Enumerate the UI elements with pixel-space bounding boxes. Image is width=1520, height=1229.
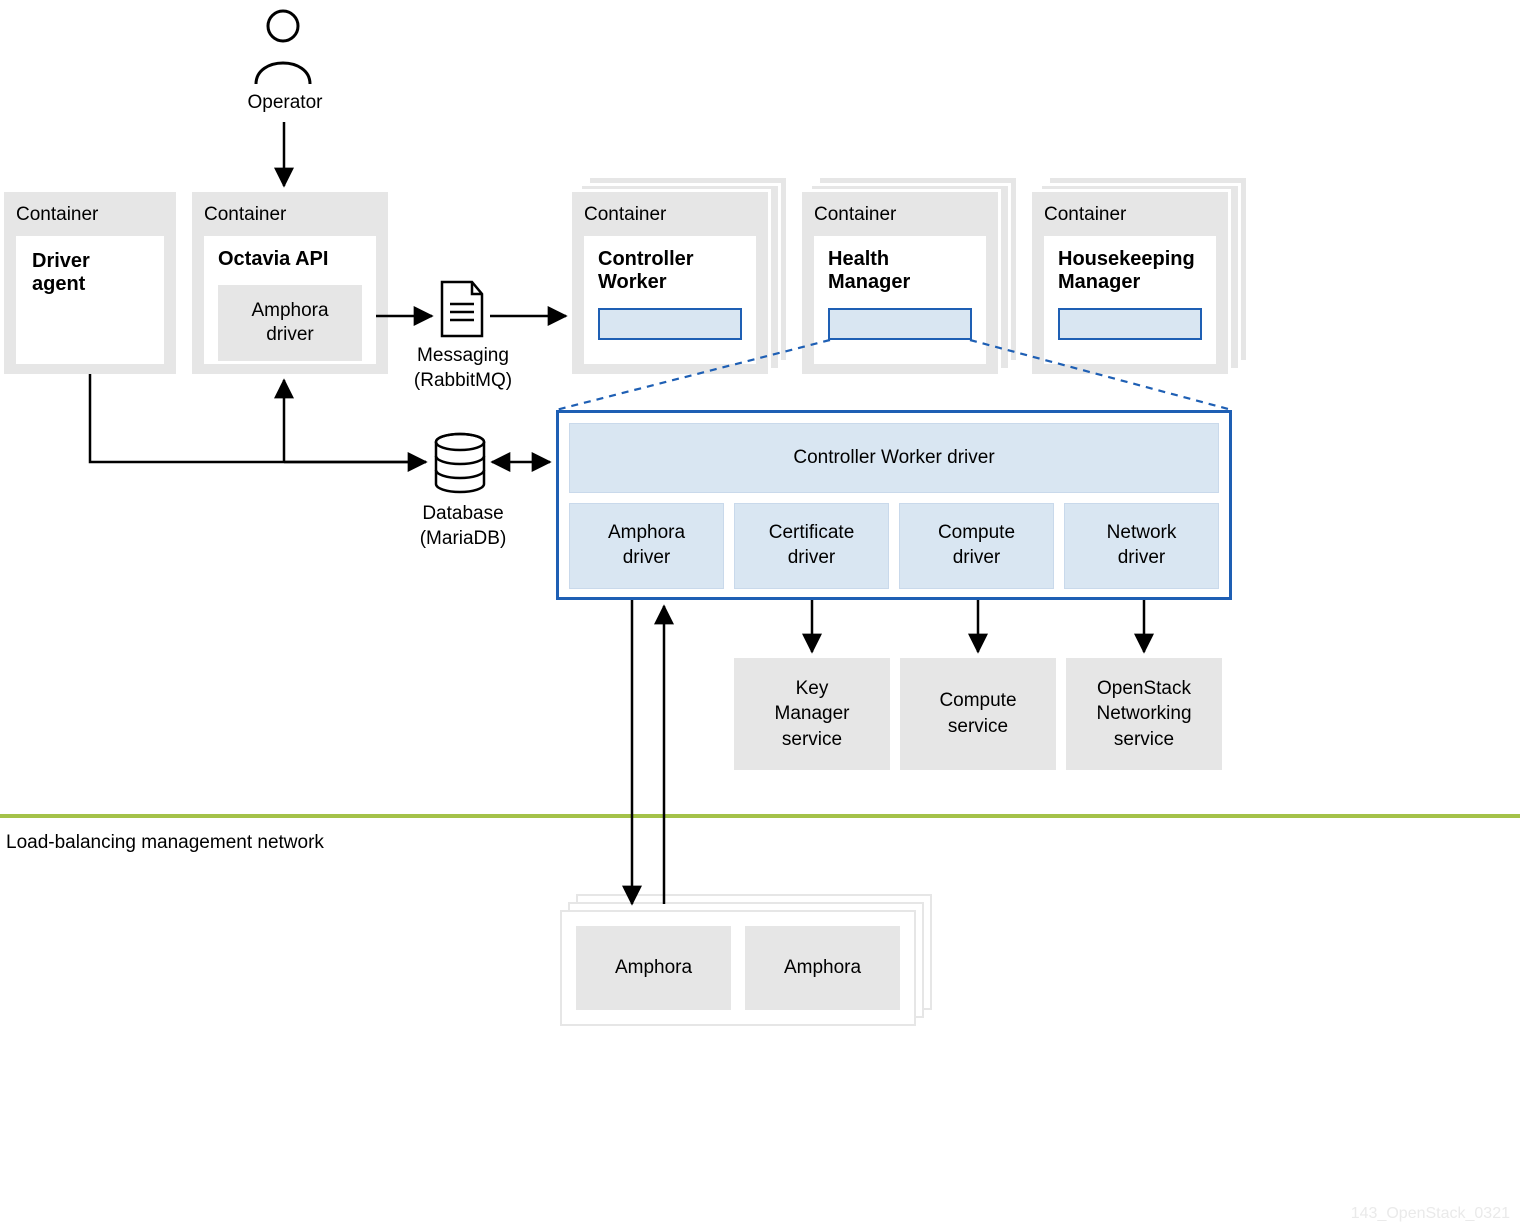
watermark: 143_OpenStack_0321 — [1351, 1205, 1510, 1223]
service-compute: Compute service — [900, 658, 1056, 770]
database-icon — [432, 432, 488, 494]
operator-label: Operator — [220, 92, 350, 114]
database-label: Database (MariaDB) — [398, 502, 528, 551]
blue-slot — [598, 308, 742, 340]
container-controller-worker: Container Controller Worker — [572, 192, 768, 374]
amphora-a: Amphora — [576, 926, 731, 1010]
service-key-manager: Key Manager service — [734, 658, 890, 770]
controller-worker-detail: Controller Worker driver Amphora driver … — [556, 410, 1232, 600]
container-housekeeping: Container Housekeeping Manager — [1032, 192, 1228, 374]
amphora-driver-sub: Amphora driver — [218, 285, 362, 361]
blue-slot — [828, 308, 972, 340]
amphora-b: Amphora — [745, 926, 900, 1010]
service-networking: OpenStack Networking service — [1066, 658, 1222, 770]
driver-certificate: Certificate driver — [734, 503, 889, 589]
container-header: Container — [1044, 204, 1216, 226]
network-label: Load-balancing management network — [6, 832, 324, 854]
container-health-manager: Container Health Manager — [802, 192, 998, 374]
messaging-label: Messaging (RabbitMQ) — [398, 344, 528, 393]
driver-compute: Compute driver — [899, 503, 1054, 589]
housekeeping-title: Housekeeping Manager — [1058, 248, 1202, 294]
octavia-api-title: Octavia API — [218, 248, 362, 271]
container-header: Container — [16, 204, 164, 226]
container-octavia-api: Container Octavia API Amphora driver — [192, 192, 388, 374]
messaging-icon — [438, 280, 486, 338]
driver-amphora: Amphora driver — [569, 503, 724, 589]
controller-worker-driver: Controller Worker driver — [569, 423, 1219, 493]
operator-icon — [248, 6, 318, 86]
amphora-stack-front: Amphora Amphora — [560, 910, 916, 1026]
driver-network: Network driver — [1064, 503, 1219, 589]
container-header: Container — [584, 204, 756, 226]
driver-agent-title: Driver agent — [32, 250, 148, 296]
health-manager-title: Health Manager — [828, 248, 972, 294]
blue-slot — [1058, 308, 1202, 340]
controller-worker-title: Controller Worker — [598, 248, 742, 294]
container-header: Container — [814, 204, 986, 226]
container-header: Container — [204, 204, 376, 226]
container-driver-agent: Container Driver agent — [4, 192, 176, 374]
